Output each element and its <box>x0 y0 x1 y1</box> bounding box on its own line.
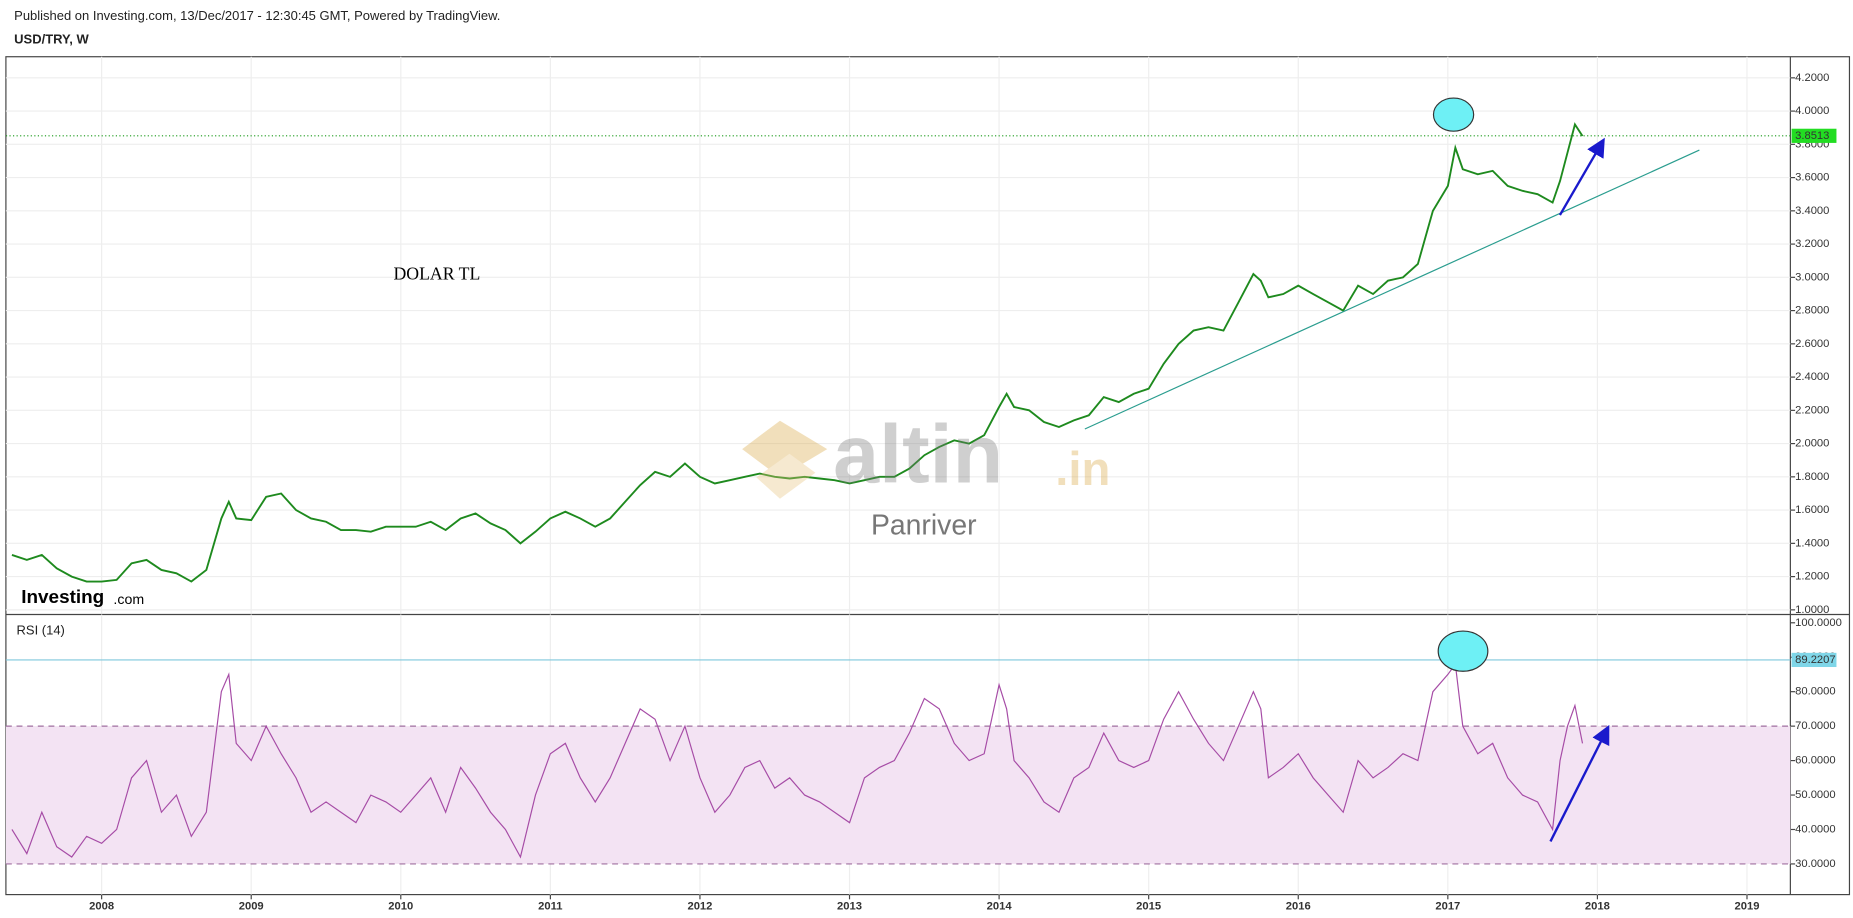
x-tick-label: 2012 <box>687 900 712 912</box>
x-tick-label: 2009 <box>239 900 264 912</box>
last-value-box <box>1791 652 1837 668</box>
series-line <box>11 122 1584 583</box>
watermark-author: Panriver <box>871 510 977 542</box>
x-tick-label: 2014 <box>987 900 1013 912</box>
x-tick-label: 2010 <box>388 900 413 912</box>
last-value-box <box>1791 128 1837 143</box>
y-tick-label: 3.0000 <box>1795 271 1829 283</box>
y-tick-label: 4.2000 <box>1795 72 1829 84</box>
highlight-ellipse <box>1437 630 1489 672</box>
logo-suffix: .com <box>113 592 144 608</box>
frame <box>5 56 1851 896</box>
y-tick-label: 80.0000 <box>1795 686 1836 698</box>
y-tick-label: 1.4000 <box>1795 537 1829 549</box>
series-line <box>11 662 1584 859</box>
y-tick-label: 50.0000 <box>1795 789 1836 801</box>
x-tick-label: 2015 <box>1136 900 1161 912</box>
y-tick-label: 2.8000 <box>1795 305 1829 317</box>
y-tick-label: 4.0000 <box>1795 105 1829 117</box>
y-tick-label: 3.6000 <box>1795 172 1829 184</box>
x-tick-label: 2017 <box>1435 900 1460 912</box>
x-tick-label: 2013 <box>837 900 862 912</box>
logo: Investing <box>21 587 104 608</box>
watermark-brand: altin <box>833 408 1003 501</box>
y-tick-label: 1.2000 <box>1795 571 1829 583</box>
y-tick-label: 3.2000 <box>1795 238 1829 250</box>
trend-arrow <box>1558 137 1605 216</box>
annotation: DOLAR TL <box>394 263 481 283</box>
y-tick-label: 1.8000 <box>1795 471 1829 483</box>
x-tick-label: 2019 <box>1735 900 1760 912</box>
y-tick-label: 70.0000 <box>1795 720 1836 732</box>
y-tick-label: 2.0000 <box>1795 438 1829 450</box>
watermark-suffix: .in <box>1055 443 1110 496</box>
x-tick-label: 2008 <box>89 900 114 912</box>
x-tick-label: 2018 <box>1585 900 1610 912</box>
y-tick-label: 2.2000 <box>1795 404 1829 416</box>
plot-layer: 1.0000 1.2000 1.4000 1.6000 1.8000 2.0000 2.20… <box>5 56 1842 912</box>
x-tick-label: 2016 <box>1286 900 1311 912</box>
y-tick-label: 60.0000 <box>1795 755 1836 767</box>
y-tick-label: 2.6000 <box>1795 338 1829 350</box>
trend-arrow <box>1549 724 1610 842</box>
y-tick-label: 1.6000 <box>1795 504 1829 516</box>
watermark: altin .in <box>742 408 1110 501</box>
y-tick-label: 1.0000 <box>1795 604 1829 616</box>
y-tick-label: 3.4000 <box>1795 205 1829 217</box>
rsi-title: RSI (14) <box>17 623 65 638</box>
watermark-icon <box>756 453 816 499</box>
last-value-label: 89.2207 <box>1795 654 1836 666</box>
y-tick-label: 2.4000 <box>1795 371 1829 383</box>
symbol: USD/TRY, W <box>14 32 89 47</box>
y-tick-label: 100.0000 <box>1795 617 1842 629</box>
watermark-icon <box>742 420 828 478</box>
last-value-label: 3.8513 <box>1795 130 1829 142</box>
highlight-ellipse <box>1432 97 1475 132</box>
publish-note: Published on Investing.com, 13/Dec/2017 … <box>14 8 500 23</box>
trend-line <box>1084 149 1700 430</box>
x-tick-label: 2011 <box>538 900 562 912</box>
y-tick-label: 30.0000 <box>1795 858 1836 870</box>
y-tick-label: 40.0000 <box>1795 823 1836 835</box>
